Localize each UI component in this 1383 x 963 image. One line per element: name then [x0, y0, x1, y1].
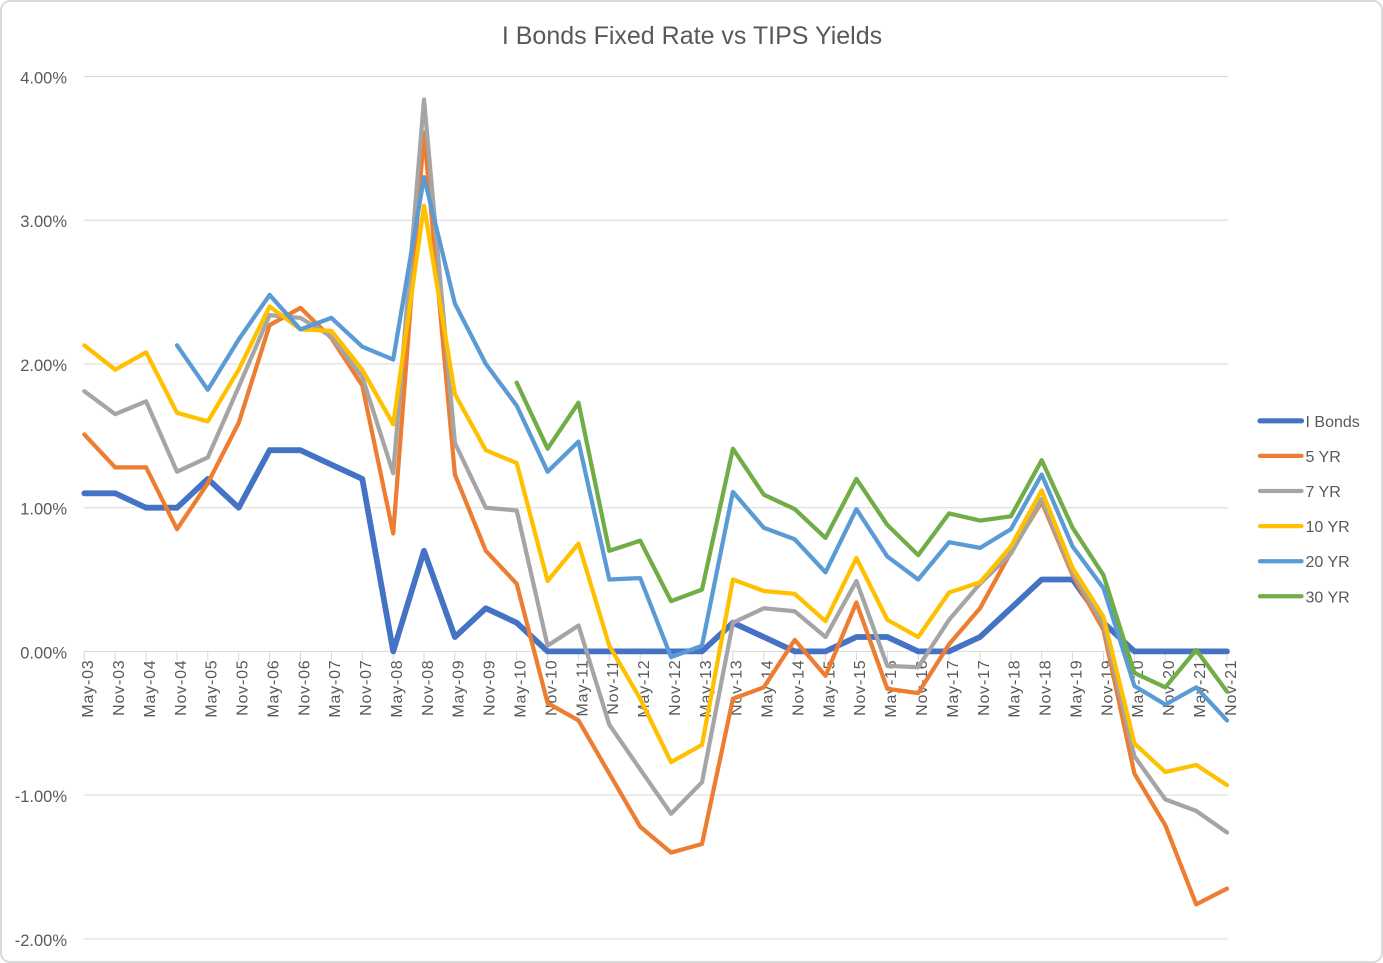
svg-text:Nov-05: Nov-05: [235, 660, 252, 716]
svg-text:Nov-18: Nov-18: [1038, 660, 1055, 716]
svg-text:2.00%: 2.00%: [20, 357, 67, 375]
svg-text:7 YR: 7 YR: [1306, 484, 1341, 501]
svg-text:-1.00%: -1.00%: [15, 788, 68, 806]
svg-text:0.00%: 0.00%: [20, 644, 67, 662]
svg-text:May-11: May-11: [574, 660, 591, 717]
svg-text:May-03: May-03: [80, 660, 97, 718]
svg-text:May-04: May-04: [142, 660, 159, 718]
svg-text:May-21: May-21: [1192, 660, 1209, 718]
svg-text:Nov-04: Nov-04: [173, 660, 190, 716]
svg-text:May-08: May-08: [389, 660, 406, 718]
svg-text:Nov-12: Nov-12: [667, 660, 684, 716]
svg-text:May-05: May-05: [204, 660, 221, 718]
svg-text:30 YR: 30 YR: [1306, 589, 1350, 606]
svg-text:3.00%: 3.00%: [20, 213, 67, 231]
svg-text:I Bonds Fixed Rate vs TIPS Yie: I Bonds Fixed Rate vs TIPS Yields: [502, 22, 882, 50]
svg-text:May-10: May-10: [513, 660, 530, 718]
svg-text:Nov-09: Nov-09: [482, 660, 499, 716]
svg-text:Nov-11: Nov-11: [605, 660, 622, 715]
svg-text:Nov-21: Nov-21: [1223, 660, 1240, 716]
svg-text:Nov-07: Nov-07: [358, 660, 375, 716]
svg-text:Nov-15: Nov-15: [852, 660, 869, 716]
svg-text:May-19: May-19: [1068, 660, 1085, 718]
svg-text:4.00%: 4.00%: [20, 70, 67, 88]
svg-text:5 YR: 5 YR: [1306, 449, 1341, 466]
svg-text:Nov-03: Nov-03: [111, 660, 128, 716]
svg-text:Nov-06: Nov-06: [296, 660, 313, 716]
svg-text:May-17: May-17: [945, 660, 962, 718]
svg-text:I Bonds: I Bonds: [1306, 414, 1360, 431]
svg-text:Nov-14: Nov-14: [791, 660, 808, 716]
svg-text:May-07: May-07: [327, 660, 344, 718]
svg-text:-2.00%: -2.00%: [15, 932, 68, 950]
svg-text:May-18: May-18: [1007, 660, 1024, 718]
svg-text:10 YR: 10 YR: [1306, 519, 1350, 536]
svg-text:1.00%: 1.00%: [20, 501, 67, 519]
svg-text:Nov-08: Nov-08: [420, 660, 437, 716]
svg-text:20 YR: 20 YR: [1306, 554, 1350, 571]
svg-text:May-09: May-09: [451, 660, 468, 718]
svg-text:May-06: May-06: [265, 660, 282, 718]
svg-text:Nov-17: Nov-17: [976, 660, 993, 716]
